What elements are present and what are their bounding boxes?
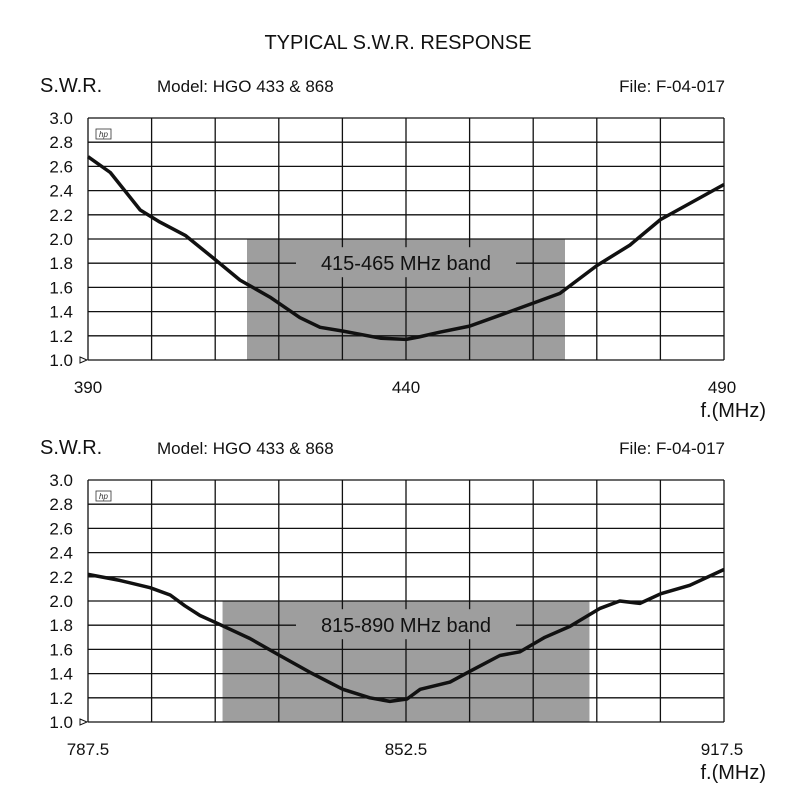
swr-curve-series (86, 155, 725, 342)
svg-text:hp: hp (99, 130, 108, 139)
y-tick-label: 3.0 (49, 471, 73, 490)
svg-text:hp: hp (99, 492, 108, 501)
y-axis-label: S.W.R. (40, 75, 102, 97)
y-tick-label: 2.0 (49, 230, 73, 249)
y-tick-label: 2.2 (49, 568, 73, 587)
x-tick-label: 787.5 (67, 740, 110, 759)
baseline-marker-icon (79, 718, 89, 726)
band-label-bg (296, 609, 516, 640)
y-tick-label: 1.2 (49, 689, 73, 708)
y-tick-label: 1.0 (49, 713, 73, 732)
band-label-bg (296, 247, 516, 278)
y-tick-label: 1.2 (49, 327, 73, 346)
figure-title: TYPICAL S.W.R. RESPONSE (264, 32, 531, 54)
hp-logo-icon: hp (95, 490, 112, 502)
y-tick-label: 3.0 (49, 109, 73, 128)
y-tick-label: 2.4 (49, 182, 73, 201)
x-tick-label: 917.5 (701, 740, 744, 759)
y-tick-label: 2.6 (49, 157, 73, 176)
model-label: Model: HGO 433 & 868 (157, 77, 334, 96)
band-label: 815-890 MHz band (321, 615, 491, 637)
x-tick-label: 440 (392, 378, 420, 397)
baseline-marker-icon (79, 356, 89, 364)
x-axis-label: f.(MHz) (700, 762, 766, 784)
y-tick-label: 1.8 (49, 616, 73, 635)
x-tick-label: 490 (708, 378, 736, 397)
y-tick-label: 1.8 (49, 254, 73, 273)
x-tick-label: 390 (74, 378, 102, 397)
y-tick-label: 2.2 (49, 206, 73, 225)
y-tick-label: 2.0 (49, 592, 73, 611)
file-label: File: F-04-017 (619, 77, 725, 96)
y-tick-label: 1.0 (49, 351, 73, 370)
swr-curve-series (87, 567, 725, 704)
band-label: 415-465 MHz band (321, 253, 491, 275)
x-axis-label: f.(MHz) (700, 400, 766, 422)
y-tick-label: 2.8 (49, 133, 73, 152)
y-tick-label: 2.8 (49, 495, 73, 514)
y-tick-label: 1.6 (49, 278, 73, 297)
hp-logo-icon: hp (95, 128, 112, 140)
y-tick-label: 2.4 (49, 544, 73, 563)
y-axis-label: S.W.R. (40, 437, 102, 459)
x-tick-label: 852.5 (385, 740, 428, 759)
model-label: Model: HGO 433 & 868 (157, 439, 334, 458)
y-tick-label: 1.4 (49, 303, 73, 322)
chart-panel-2: S.W.R. Model: HGO 433 & 868 File: F-04-017… (40, 437, 766, 784)
y-tick-label: 1.4 (49, 665, 73, 684)
y-tick-label: 2.6 (49, 519, 73, 538)
file-label: File: F-04-017 (619, 439, 725, 458)
chart-panel-1: S.W.R. Model: HGO 433 & 868 File: F-04-017… (40, 75, 766, 422)
y-tick-label: 1.6 (49, 640, 73, 659)
